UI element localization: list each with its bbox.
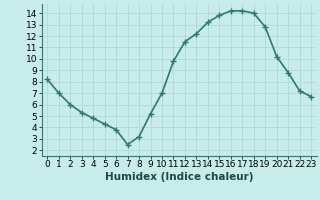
X-axis label: Humidex (Indice chaleur): Humidex (Indice chaleur) <box>105 172 253 182</box>
